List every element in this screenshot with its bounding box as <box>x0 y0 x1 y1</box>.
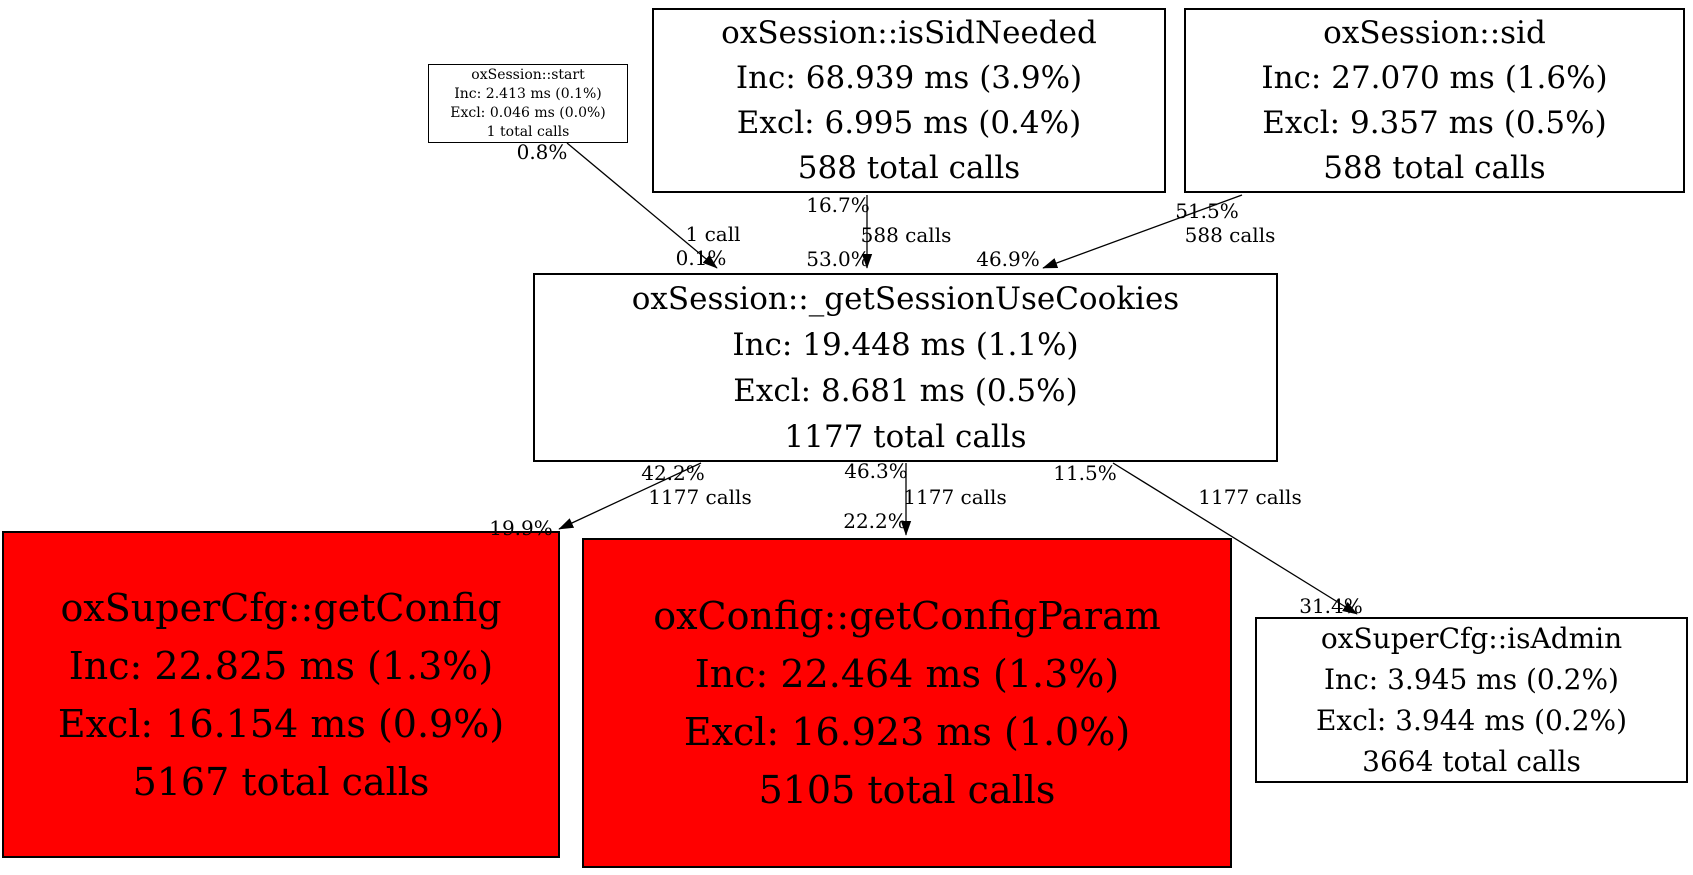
node-title: oxSession::start <box>471 66 585 83</box>
node-oxsupercfg-isadmin: oxSuperCfg::isAdmin Inc: 3.945 ms (0.2%)… <box>1255 617 1688 783</box>
node-exclusive-time: Excl: 8.681 ms (0.5%) <box>733 372 1078 409</box>
node-total-calls: 5167 total calls <box>132 759 430 804</box>
edge-call-count: 1 call <box>685 222 741 246</box>
edge-call-count: 1177 calls <box>648 485 752 509</box>
node-title: oxSession::_getSessionUseCookies <box>631 280 1180 317</box>
node-inclusive-time: Inc: 22.464 ms (1.3%) <box>694 652 1120 696</box>
node-title: oxSuperCfg::isAdmin <box>1320 622 1623 655</box>
node-total-calls: 3664 total calls <box>1362 745 1581 778</box>
node-total-calls: 1177 total calls <box>784 418 1027 455</box>
edge-source-percent: 0.8% <box>516 140 568 164</box>
edge-target-percent: 31.4% <box>1299 594 1363 618</box>
node-inclusive-time: Inc: 68.939 ms (3.9%) <box>735 59 1083 96</box>
node-exclusive-time: Excl: 0.046 ms (0.0%) <box>450 104 606 121</box>
edge-target-percent: 0.1% <box>675 246 727 270</box>
node-inclusive-time: Inc: 22.825 ms (1.3%) <box>68 643 494 688</box>
edge-target-percent: 46.9% <box>976 247 1040 271</box>
edge-source-percent: 11.5% <box>1053 461 1117 485</box>
node-oxsession-issidneeded: oxSession::isSidNeeded Inc: 68.939 ms (3… <box>652 8 1166 193</box>
node-total-calls: 5105 total calls <box>758 768 1056 812</box>
node-oxsession-sid: oxSession::sid Inc: 27.070 ms (1.6%) Exc… <box>1184 8 1685 193</box>
edge-target-percent: 22.2% <box>843 509 907 533</box>
node-exclusive-time: Excl: 16.154 ms (0.9%) <box>57 701 505 746</box>
node-oxconfig-getconfigparam: oxConfig::getConfigParam Inc: 22.464 ms … <box>582 538 1232 868</box>
node-total-calls: 1 total calls <box>486 123 570 140</box>
node-total-calls: 588 total calls <box>1323 149 1546 186</box>
node-title: oxSuperCfg::getConfig <box>60 585 502 630</box>
node-exclusive-time: Excl: 6.995 ms (0.4%) <box>736 104 1082 141</box>
edge-call-count: 588 calls <box>860 223 952 247</box>
node-oxsupercfg-getconfig: oxSuperCfg::getConfig Inc: 22.825 ms (1.… <box>2 531 560 858</box>
node-inclusive-time: Inc: 2.413 ms (0.1%) <box>454 85 602 102</box>
edge-target-percent: 19.9% <box>489 516 553 540</box>
edge-target-percent: 53.0% <box>806 247 870 271</box>
node-title: oxSession::isSidNeeded <box>721 14 1097 51</box>
node-total-calls: 588 total calls <box>797 149 1021 186</box>
node-oxsession-start: oxSession::start Inc: 2.413 ms (0.1%) Ex… <box>428 64 628 143</box>
edge-source-percent: 46.3% <box>844 459 908 483</box>
node-title: oxConfig::getConfigParam <box>653 594 1161 638</box>
edge-call-count: 1177 calls <box>1198 485 1302 509</box>
node-title: oxSession::sid <box>1323 14 1546 51</box>
node-exclusive-time: Excl: 9.357 ms (0.5%) <box>1262 104 1607 141</box>
edge-source-percent: 16.7% <box>806 193 870 217</box>
node-inclusive-time: Inc: 19.448 ms (1.1%) <box>732 326 1079 363</box>
edge-call-count: 1177 calls <box>903 485 1007 509</box>
node-oxsession-getsessionusecookies: oxSession::_getSessionUseCookies Inc: 19… <box>533 273 1278 462</box>
node-exclusive-time: Excl: 3.944 ms (0.2%) <box>1315 704 1628 737</box>
edge-source-percent: 51.5% <box>1175 199 1239 223</box>
node-inclusive-time: Inc: 3.945 ms (0.2%) <box>1324 663 1619 696</box>
node-exclusive-time: Excl: 16.923 ms (1.0%) <box>683 710 1131 754</box>
edge-source-percent: 42.2% <box>641 461 705 485</box>
edge-call-count: 588 calls <box>1184 223 1276 247</box>
node-inclusive-time: Inc: 27.070 ms (1.6%) <box>1261 59 1608 96</box>
